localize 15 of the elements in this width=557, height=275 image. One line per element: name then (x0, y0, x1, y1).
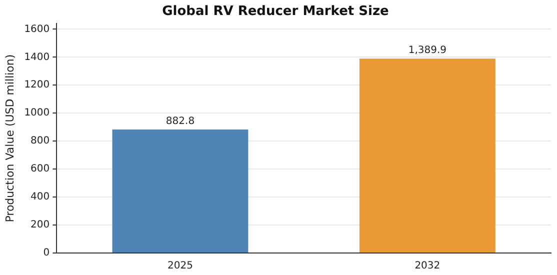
y-axis-title: Production Value (USD million) (3, 54, 16, 222)
y-tick-label: 1400 (24, 52, 50, 63)
y-tick-label: 1000 (24, 108, 50, 119)
y-tick-label: 600 (30, 164, 50, 175)
x-tick-label: 2032 (414, 260, 440, 272)
chart-title: Global RV Reducer Market Size (162, 4, 390, 20)
y-tick-label: 0 (43, 248, 50, 259)
y-tick-label: 400 (30, 192, 50, 203)
y-tick-label: 1200 (24, 80, 50, 91)
y-tick-label: 200 (30, 220, 50, 231)
x-tick-label: 2025 (168, 260, 193, 272)
data-label: 882.8 (166, 116, 195, 128)
y-tick-label: 1600 (24, 24, 50, 35)
y-tick-label: 800 (30, 136, 50, 147)
data-label: 1,389.9 (408, 45, 446, 56)
